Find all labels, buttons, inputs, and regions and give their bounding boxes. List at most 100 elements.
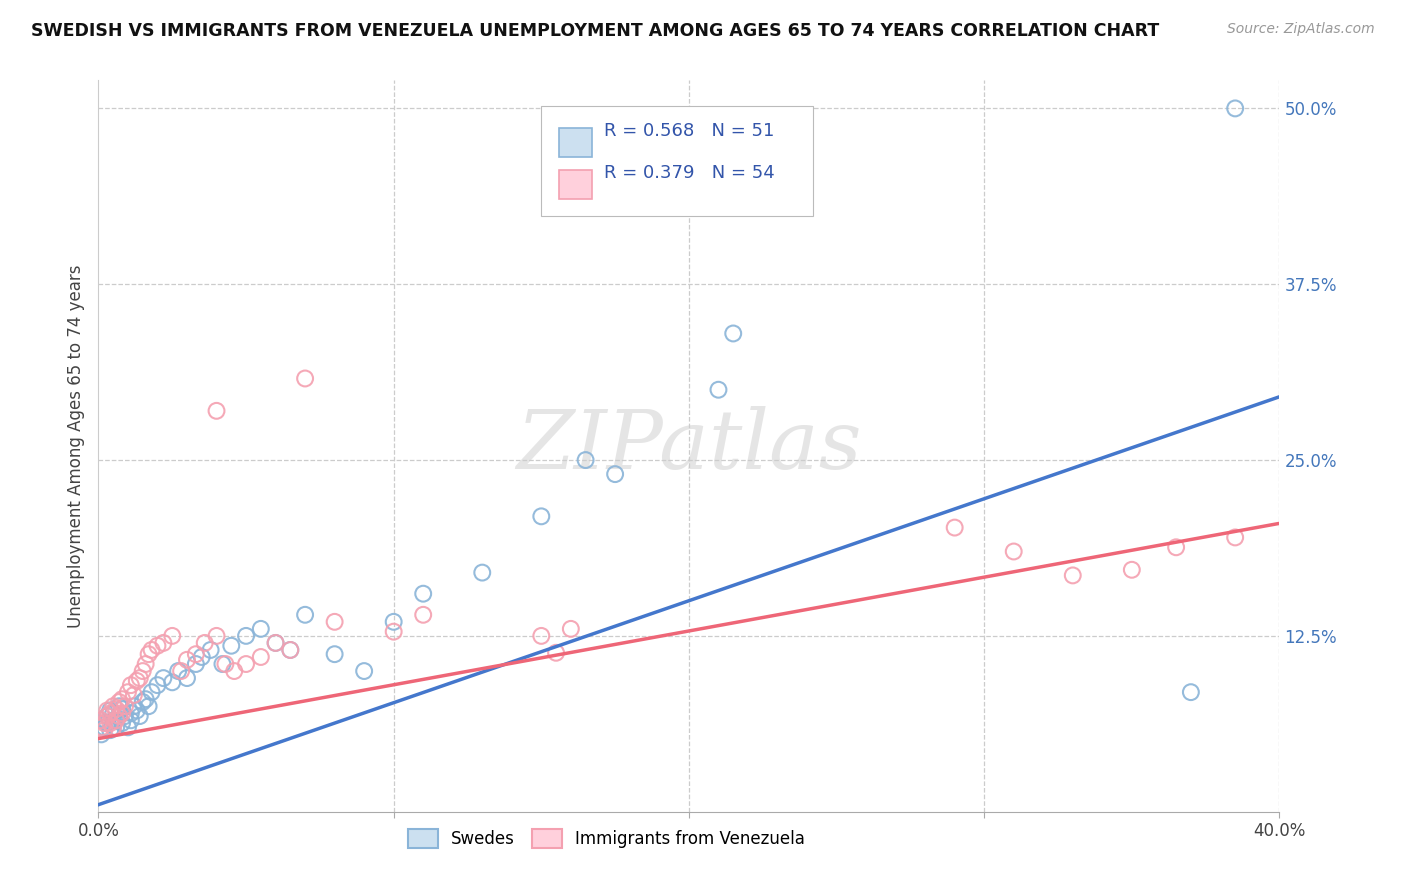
- Point: [176, 653, 198, 667]
- Point: [280, 643, 302, 657]
- Point: [382, 624, 405, 639]
- Point: [264, 636, 287, 650]
- Point: [111, 716, 134, 731]
- Point: [135, 657, 157, 671]
- Point: [98, 723, 121, 738]
- Point: [323, 647, 346, 661]
- Point: [108, 695, 131, 709]
- Point: [530, 629, 553, 643]
- Point: [120, 706, 142, 721]
- Point: [132, 664, 155, 678]
- Point: [162, 675, 183, 690]
- Text: R = 0.568   N = 51: R = 0.568 N = 51: [605, 122, 775, 140]
- Point: [1121, 563, 1143, 577]
- Point: [103, 706, 125, 721]
- Point: [141, 643, 163, 657]
- Point: [194, 636, 217, 650]
- Point: [122, 699, 145, 714]
- Point: [135, 692, 157, 706]
- Point: [1225, 530, 1247, 544]
- Point: [162, 629, 183, 643]
- Point: [141, 685, 163, 699]
- Point: [96, 709, 118, 723]
- Point: [114, 709, 136, 723]
- Point: [560, 622, 582, 636]
- Point: [98, 716, 121, 731]
- Point: [93, 716, 115, 731]
- Point: [132, 695, 155, 709]
- Point: [184, 657, 207, 671]
- Point: [108, 709, 131, 723]
- Point: [125, 703, 148, 717]
- Point: [412, 587, 434, 601]
- FancyBboxPatch shape: [560, 128, 592, 157]
- Point: [108, 709, 131, 723]
- Point: [111, 692, 134, 706]
- Point: [191, 650, 214, 665]
- Point: [125, 673, 148, 688]
- Point: [250, 650, 273, 665]
- Point: [184, 647, 207, 661]
- Point: [103, 699, 125, 714]
- Point: [90, 720, 112, 734]
- Point: [1180, 685, 1202, 699]
- FancyBboxPatch shape: [560, 170, 592, 199]
- Point: [117, 685, 139, 699]
- Point: [111, 706, 134, 721]
- Point: [96, 709, 118, 723]
- Point: [167, 664, 190, 678]
- Point: [943, 520, 966, 534]
- Point: [93, 720, 115, 734]
- Point: [117, 720, 139, 734]
- Point: [707, 383, 730, 397]
- Point: [412, 607, 434, 622]
- Point: [205, 404, 228, 418]
- Point: [128, 671, 150, 685]
- Point: [221, 639, 243, 653]
- Point: [1062, 568, 1084, 582]
- Point: [98, 706, 121, 721]
- Point: [723, 326, 745, 341]
- Text: ZIPatlas: ZIPatlas: [516, 406, 862, 486]
- Point: [605, 467, 627, 482]
- Point: [211, 657, 233, 671]
- Point: [575, 453, 598, 467]
- Point: [96, 716, 118, 731]
- Point: [105, 714, 128, 728]
- Point: [323, 615, 346, 629]
- Point: [294, 607, 316, 622]
- Point: [214, 657, 236, 671]
- Point: [224, 664, 246, 678]
- Text: Source: ZipAtlas.com: Source: ZipAtlas.com: [1227, 22, 1375, 37]
- Point: [111, 702, 134, 716]
- Point: [128, 709, 150, 723]
- Point: [546, 646, 568, 660]
- Point: [146, 678, 169, 692]
- Point: [1002, 544, 1025, 558]
- Point: [152, 671, 174, 685]
- FancyBboxPatch shape: [541, 106, 813, 216]
- Point: [93, 723, 115, 738]
- Point: [471, 566, 494, 580]
- Point: [294, 371, 316, 385]
- Point: [103, 714, 125, 728]
- Point: [122, 688, 145, 702]
- Point: [90, 727, 112, 741]
- Point: [235, 629, 257, 643]
- Point: [264, 636, 287, 650]
- Point: [108, 699, 131, 714]
- Point: [105, 702, 128, 716]
- Point: [105, 720, 128, 734]
- Point: [176, 671, 198, 685]
- Point: [1166, 541, 1188, 555]
- Point: [235, 657, 257, 671]
- Point: [353, 664, 375, 678]
- Point: [250, 622, 273, 636]
- Y-axis label: Unemployment Among Ages 65 to 74 years: Unemployment Among Ages 65 to 74 years: [66, 264, 84, 628]
- Point: [280, 643, 302, 657]
- Text: R = 0.379   N = 54: R = 0.379 N = 54: [605, 164, 775, 182]
- Point: [120, 678, 142, 692]
- Point: [170, 664, 193, 678]
- Point: [138, 647, 160, 661]
- Point: [96, 703, 118, 717]
